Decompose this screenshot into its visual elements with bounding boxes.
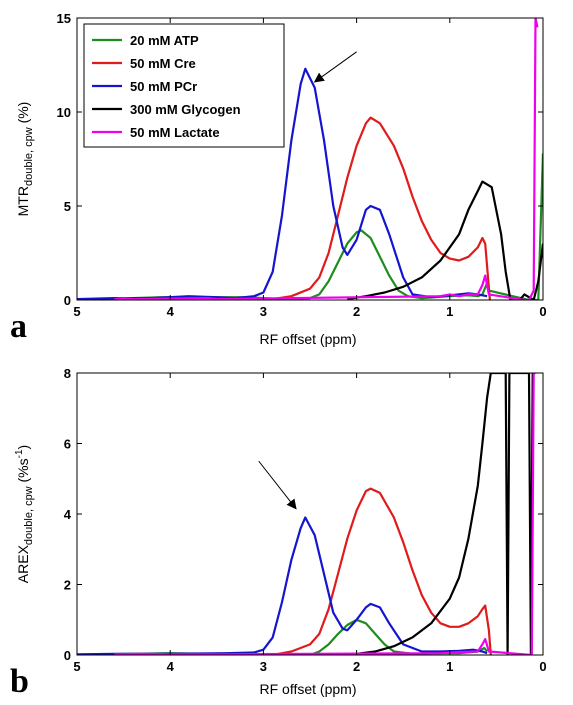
x-tick-label: 0 <box>539 304 546 319</box>
panel-a-annotations <box>313 51 357 83</box>
x-tick-label: 4 <box>167 304 175 319</box>
series-line-20-mm-atp <box>77 618 488 655</box>
series-line-300-mm-glycogen <box>337 373 534 655</box>
annotation-arrow <box>313 51 357 83</box>
x-tick-label: 5 <box>73 659 80 674</box>
y-label-unit: (%) <box>15 102 31 128</box>
x-tick-label: 1 <box>446 659 453 674</box>
y-tick-label: 2 <box>64 578 71 593</box>
y-label-unit: (%s <box>15 458 31 486</box>
panel-b-ticks: 5 4 3 2 1 0 0 2 4 6 8 <box>64 366 547 674</box>
x-tick-label: 2 <box>353 304 360 319</box>
series-line-300-mm-glycogen <box>347 180 543 300</box>
annotation-arrow <box>258 460 297 510</box>
panel-a-axes-box <box>76 17 544 301</box>
y-label-unit-end: ) <box>15 445 31 450</box>
legend: 20 mM ATP 50 mM Cre 50 mM PCr 300 mM Glycog… <box>83 23 285 148</box>
x-tick-label: 1 <box>446 304 453 319</box>
y-tick-label: 6 <box>64 437 71 452</box>
panel-a-y-axis-label: MTRdouble, cpw (%) <box>15 102 35 217</box>
y-tick-label: 8 <box>64 366 71 381</box>
x-tick-label: 3 <box>260 659 267 674</box>
panel-a-letter: a <box>10 308 27 345</box>
x-tick-label: 5 <box>73 304 80 319</box>
panel-a-x-axis-label: RF offset (ppm) <box>260 331 357 347</box>
panel-b-y-axis-label: AREXdouble, cpw (%s-1) <box>14 445 35 583</box>
y-label-main: MTR <box>15 186 31 216</box>
panel-b-x-axis-label: RF offset (ppm) <box>260 681 357 697</box>
legend-label: 300 mM Glycogen <box>130 102 241 117</box>
x-tick-label: 3 <box>260 304 267 319</box>
y-tick-label: 10 <box>57 105 71 120</box>
x-tick-label: 0 <box>539 659 546 674</box>
y-tick-label: 0 <box>64 648 71 663</box>
series-line-50-mm-pcr <box>77 516 488 655</box>
y-label-superscript: -1 <box>14 449 25 458</box>
series-line-50-mm-cre <box>244 116 491 300</box>
series-line-50-mm-lactate <box>114 18 539 300</box>
y-label-subscript: double, cpw <box>23 127 35 186</box>
y-tick-label: 4 <box>64 507 72 522</box>
panel-b-annotations <box>258 460 297 510</box>
legend-label: 20 mM ATP <box>130 33 199 48</box>
legend-label: 50 mM PCr <box>130 79 197 94</box>
y-label-subscript: double, cpw <box>23 486 35 545</box>
panel-a-plot-lines <box>77 18 543 300</box>
panel-b: 5 4 3 2 1 0 0 2 4 6 8 RF offset (ppm) AREXdouble, … <box>10 366 547 700</box>
panel-b-plot-lines <box>77 373 536 655</box>
series-line-20-mm-atp <box>77 153 543 300</box>
series-line-50-mm-lactate <box>114 373 536 655</box>
legend-label: 50 mM Cre <box>130 56 196 71</box>
panel-b-letter: b <box>10 663 29 700</box>
y-tick-label: 5 <box>64 199 71 214</box>
y-tick-label: 15 <box>57 11 71 26</box>
x-tick-label: 2 <box>353 659 360 674</box>
x-tick-label: 4 <box>167 659 175 674</box>
y-label-main: AREX <box>15 544 31 583</box>
legend-label: 50 mM Lactate <box>130 125 220 140</box>
panel-b-axes-box <box>76 372 544 656</box>
y-tick-label: 0 <box>64 293 71 308</box>
series-line-50-mm-cre <box>244 487 492 655</box>
